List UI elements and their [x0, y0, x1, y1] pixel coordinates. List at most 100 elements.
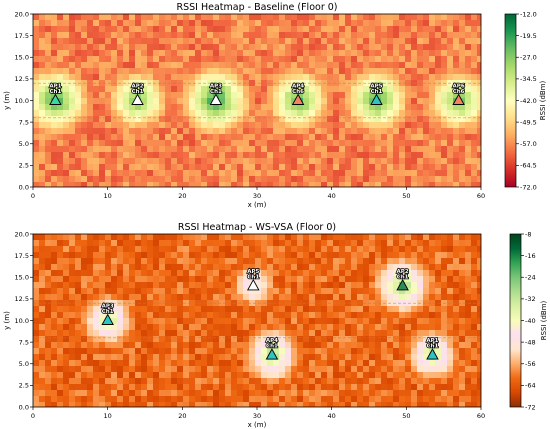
colorbar-gradient — [504, 13, 517, 188]
x-tick-label: 20 — [178, 412, 186, 420]
x-tick-label: 50 — [402, 192, 410, 200]
colorbar-gradient — [509, 233, 522, 408]
access-point-name: AP4 — [292, 84, 304, 90]
x-tick-label: 10 — [104, 412, 112, 420]
colorbar-label: RSSI (dBm) — [540, 300, 548, 340]
colorbar-tick-label: -72 — [525, 403, 536, 411]
y-tick-label: 2.5 — [19, 162, 29, 170]
heatmap-cells — [33, 14, 481, 187]
access-point-marker — [247, 278, 260, 291]
colorbar-tick-label: -12.0 — [520, 10, 537, 18]
heatmap-cells — [33, 234, 481, 407]
access-point-name: AP5 — [247, 269, 259, 275]
access-point-channel: Ch1 — [427, 344, 439, 350]
access-point-name: AP1 — [426, 338, 438, 344]
colorbar-tick-label: -56 — [525, 360, 536, 368]
x-tick-label: 40 — [328, 192, 336, 200]
y-tick-label: 5.0 — [19, 360, 29, 368]
x-tick-label: 30 — [253, 192, 261, 200]
y-tick-label: 10.0 — [15, 97, 29, 105]
colorbar-tick-label: -40 — [525, 317, 536, 325]
colorbar-tick-label: -48 — [525, 338, 536, 346]
colorbar-tick-label: -72.0 — [520, 183, 537, 191]
colorbar-tick-label: -32 — [525, 295, 536, 303]
y-tick-label: 0.0 — [19, 183, 29, 191]
colorbar: -8 -16 -24 -32 -40 -48 -56 -64 -72 RSSI (dBm) — [509, 230, 548, 411]
y-tick-label: 12.5 — [15, 295, 29, 303]
y-tick-label: 7.5 — [19, 118, 29, 126]
colorbar-tick-label: -49.5 — [520, 118, 537, 126]
access-point-name: AP1 — [49, 84, 61, 90]
y-tick-label: 20.0 — [15, 230, 29, 238]
y-tick-label: 17.5 — [15, 32, 29, 40]
access-point-marker — [265, 348, 279, 360]
access-point-name: AP3 — [210, 84, 222, 90]
chart-2: RSSI Heatmap - WS-VSA (Floor 0) 0 10 20 30 40… — [3, 222, 548, 429]
access-point-name: AP6 — [453, 84, 465, 90]
y-tick-label: 0.0 — [19, 403, 29, 411]
colorbar-tick-label: -34.5 — [520, 75, 537, 83]
y-axis-label: y (m) — [3, 91, 11, 110]
colorbar-tick-label: -16 — [525, 252, 536, 260]
y-tick-label: 7.5 — [19, 338, 29, 346]
x-axis-label: x (m) — [248, 421, 267, 429]
x-tick-label: 20 — [178, 192, 186, 200]
x-tick-label: 60 — [477, 192, 485, 200]
access-point-marker — [291, 93, 305, 105]
access-point-marker — [209, 93, 223, 105]
x-tick-label: 30 — [253, 412, 261, 420]
y-tick-label: 17.5 — [15, 252, 29, 260]
colorbar-tick-label: -8 — [525, 230, 531, 238]
access-point-marker — [370, 93, 383, 105]
chart-1: RSSI Heatmap - Baseline (Floor 0) 0 10 20 30… — [3, 2, 547, 209]
colorbar-tick-label: -42.0 — [520, 97, 537, 105]
y-tick-label: 10.0 — [15, 317, 29, 325]
access-point-channel: Ch1 — [210, 89, 222, 95]
x-tick-label: 0 — [31, 412, 35, 420]
y-tick-label: 20.0 — [15, 10, 29, 18]
y-tick-label: 5.0 — [19, 140, 29, 148]
colorbar-label: RSSI (dBm) — [539, 80, 547, 120]
chart-title: RSSI Heatmap - Baseline (Floor 0) — [177, 2, 338, 13]
access-point-name: AP2 — [131, 84, 143, 90]
access-point-name: AP3 — [102, 304, 114, 310]
access-point-channel: Ch1 — [397, 274, 409, 280]
y-tick-label: 12.5 — [15, 75, 29, 83]
colorbar-tick-label: -19.5 — [520, 32, 537, 40]
chart-title: RSSI Heatmap - WS-VSA (Floor 0) — [178, 222, 336, 233]
y-axis-label: y (m) — [3, 311, 11, 330]
access-point-marker — [396, 278, 409, 291]
access-point-channel: Ch6 — [453, 89, 465, 95]
colorbar-tick-label: -27.0 — [520, 54, 537, 62]
access-point-channel: Ch1 — [266, 344, 278, 350]
y-tick-label: 2.5 — [19, 382, 29, 390]
access-point-channel: Ch1 — [371, 89, 383, 95]
access-point-marker — [452, 93, 465, 105]
access-point-marker — [131, 93, 144, 105]
access-point-name: AP4 — [266, 338, 278, 344]
access-point-marker — [49, 93, 62, 105]
access-point-channel: Ch6 — [292, 89, 304, 95]
x-tick-label: 0 — [31, 192, 35, 200]
access-point-channel: Ch1 — [102, 309, 114, 315]
colorbar-tick-label: -24 — [525, 274, 536, 282]
x-axis-label: x (m) — [248, 201, 267, 209]
colorbar-tick-label: -57.0 — [520, 140, 537, 148]
access-point-name: AP5 — [370, 84, 382, 90]
x-tick-label: 60 — [477, 412, 485, 420]
y-tick-label: 15.0 — [15, 274, 29, 282]
x-tick-label: 40 — [328, 412, 336, 420]
x-tick-label: 10 — [104, 192, 112, 200]
x-tick-label: 50 — [402, 412, 410, 420]
y-tick-label: 15.0 — [15, 54, 29, 62]
access-point-channel: Ch1 — [132, 89, 144, 95]
